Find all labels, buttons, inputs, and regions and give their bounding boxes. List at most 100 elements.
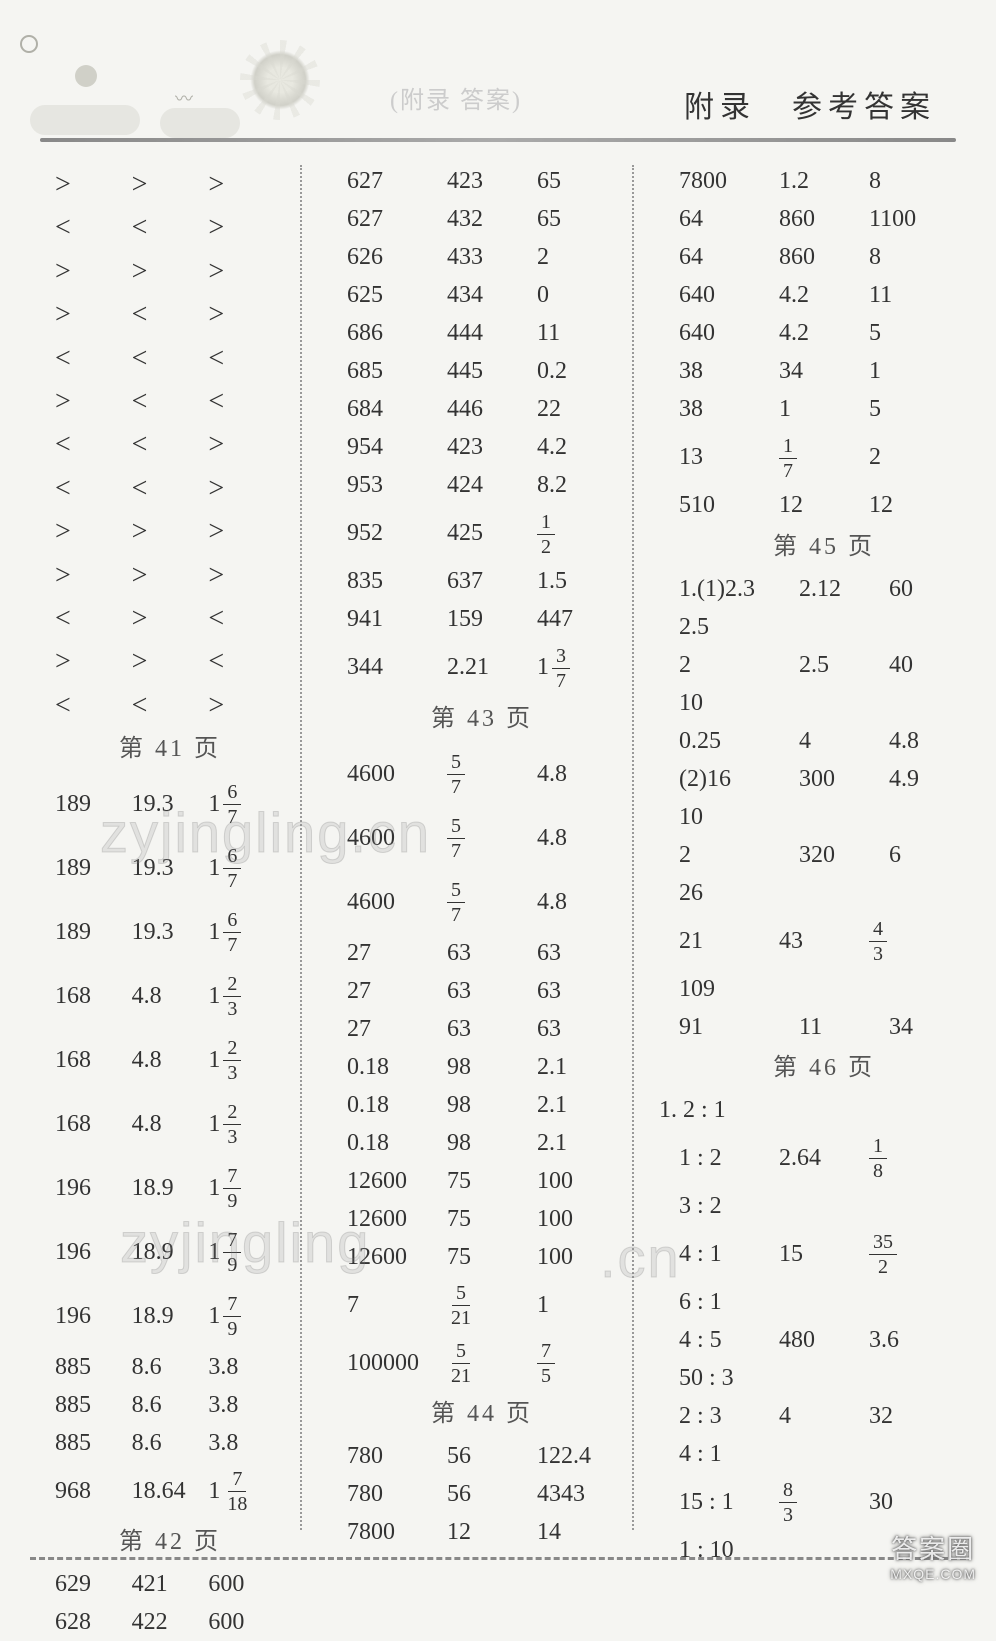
content-area: > > > < < > > > > > < > < < < > < < < < … xyxy=(0,155,996,1540)
cell: 167 xyxy=(208,910,285,955)
table-row: 1.(1)2.3 2.12 60 xyxy=(679,570,969,608)
cell: 63 xyxy=(537,1011,617,1048)
cell: > xyxy=(55,250,132,293)
stamp-cn: 答案圈 xyxy=(890,1529,976,1566)
table-row: 3 : 2 xyxy=(679,1187,969,1225)
cell: 780 xyxy=(347,1476,447,1513)
table-row: 12600 75 100 xyxy=(347,1162,617,1200)
table-row: 91 11 34 xyxy=(679,1008,969,1046)
cell: 780 xyxy=(347,1438,447,1475)
cell: 0 xyxy=(537,277,617,314)
cell: 12 xyxy=(447,1514,537,1551)
cell: 4600 xyxy=(347,820,447,857)
cell: 4.2 xyxy=(537,429,617,466)
cell: 18 xyxy=(869,1136,969,1181)
page-marker-43: 第 43 页 xyxy=(347,697,617,742)
cell: 137 xyxy=(537,646,617,691)
cell: 12 xyxy=(537,512,617,557)
cell: 159 xyxy=(447,601,537,638)
cell: 2.12 xyxy=(799,571,889,608)
cell: < xyxy=(132,337,209,380)
cell: > xyxy=(132,250,209,293)
cell: 2.21 xyxy=(447,649,537,686)
cell: 447 xyxy=(537,601,617,638)
column-2: 627 423 65 627 432 65 626 433 2 625 434 … xyxy=(302,155,632,1540)
cell: 885 xyxy=(55,1349,132,1386)
cell: 168 xyxy=(55,1042,132,1079)
table-row: 13 17 2 xyxy=(679,429,969,487)
cell: 953 xyxy=(347,467,447,504)
cell: 423 xyxy=(447,163,537,200)
cell: 433 xyxy=(447,239,537,276)
cell: 885 xyxy=(55,1387,132,1424)
cell: < xyxy=(132,423,209,466)
cell: 196 xyxy=(55,1170,132,1207)
cell: 27 xyxy=(347,935,447,972)
table-row: 189 19.3 167 xyxy=(55,900,285,964)
table-row: 7800 12 14 xyxy=(347,1513,617,1551)
cell: 4.8 xyxy=(132,978,209,1015)
cell: > xyxy=(208,423,285,466)
cell: 4.8 xyxy=(132,1042,209,1079)
table-row: 168 4.8 123 xyxy=(55,1092,285,1156)
table-row: > > > xyxy=(55,163,285,206)
cell: > xyxy=(208,510,285,553)
cell: 57 xyxy=(447,752,537,797)
cell: 4600 xyxy=(347,884,447,921)
cell: 8.6 xyxy=(132,1387,209,1424)
page-marker-41: 第 41 页 xyxy=(55,727,285,772)
cell: 4.8 xyxy=(537,820,617,857)
cell: 179 xyxy=(208,1294,285,1339)
cell: 5 xyxy=(869,391,969,428)
cell: 27 xyxy=(347,1011,447,1048)
cell: 34 xyxy=(889,1009,969,1046)
table-row: 38 34 1 xyxy=(679,353,969,391)
deco-dot xyxy=(75,65,97,87)
cell: < xyxy=(132,684,209,727)
cell: < xyxy=(55,206,132,249)
cell: 98 xyxy=(447,1049,537,1086)
cell: > xyxy=(208,467,285,510)
table-row: 64 860 8 xyxy=(679,239,969,277)
page-header: 〰 (附录 答案) 附录 参考答案 xyxy=(0,0,996,150)
cell: 123 xyxy=(208,974,285,1019)
cell: 1100 xyxy=(869,201,969,238)
table-row: 626 433 2 xyxy=(347,239,617,277)
cell: 63 xyxy=(447,1011,537,1048)
cell: 1 xyxy=(779,391,869,428)
table-row: 510 12 12 xyxy=(679,487,969,525)
cell: < xyxy=(55,423,132,466)
cloud-icon xyxy=(30,105,140,135)
cell: 38 xyxy=(679,391,779,428)
cell: 123 xyxy=(208,1038,285,1083)
table-row: 1. 2 : 1 xyxy=(659,1091,969,1129)
cell: 425 xyxy=(447,515,537,552)
table-row: 0.18 98 2.1 xyxy=(347,1124,617,1162)
cell: 19.3 xyxy=(132,914,209,951)
cell: 2.5 xyxy=(799,647,889,684)
cell: 22 xyxy=(537,391,617,428)
cell: 954 xyxy=(347,429,447,466)
cell: 14 xyxy=(537,1514,617,1551)
cell: 167 xyxy=(208,782,285,827)
cell: 1 xyxy=(869,353,969,390)
cell: 421 xyxy=(132,1566,209,1603)
cell: 941 xyxy=(347,601,447,638)
table-row: 7 521 1 xyxy=(347,1276,617,1334)
page-marker-46: 第 46 页 xyxy=(679,1046,969,1091)
cell: < xyxy=(132,293,209,336)
table-row: 629 421 600 xyxy=(55,1565,285,1603)
cell: 34 xyxy=(779,353,869,390)
cell: 344 xyxy=(347,649,447,686)
table-row: 4 : 1 xyxy=(679,1435,969,1473)
cell: > xyxy=(132,163,209,206)
cell: 100 xyxy=(537,1201,617,1238)
table-row: 1 : 2 2.64 18 xyxy=(679,1129,969,1187)
cell: < xyxy=(55,467,132,510)
cell: 15 : 1 xyxy=(679,1484,779,1521)
cell: > xyxy=(132,597,209,640)
cell: 57 xyxy=(447,880,537,925)
table-row: 4600 57 4.8 xyxy=(347,742,617,806)
cell: 320 xyxy=(799,837,889,874)
cell: 2.1 xyxy=(537,1087,617,1124)
